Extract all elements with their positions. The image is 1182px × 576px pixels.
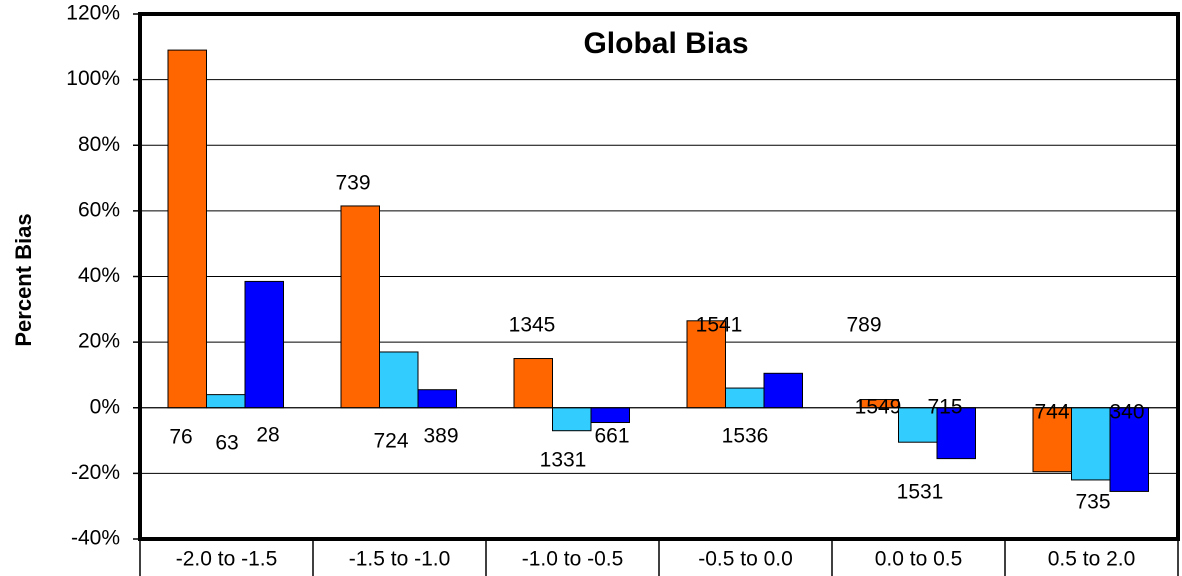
data-label: 1541 xyxy=(696,314,743,337)
y-tick-label: 120% xyxy=(66,2,120,25)
y-tick-label: -40% xyxy=(71,527,120,550)
data-label: 63 xyxy=(215,432,238,455)
bar xyxy=(244,280,284,409)
bar xyxy=(898,407,938,443)
bar xyxy=(513,358,553,409)
y-tick-label: 80% xyxy=(78,133,120,156)
y-tick-label: 20% xyxy=(78,330,120,353)
bar xyxy=(552,407,592,432)
bar xyxy=(686,320,726,409)
x-tick-label: -1.0 to -0.5 xyxy=(522,548,624,571)
data-label: 744 xyxy=(1034,401,1069,424)
x-tick-label: -0.5 to 0.0 xyxy=(698,548,793,571)
bar xyxy=(1071,407,1111,481)
data-label: 1531 xyxy=(897,481,944,504)
bar xyxy=(206,394,246,409)
data-label: 28 xyxy=(256,424,279,447)
data-label: 789 xyxy=(846,314,881,337)
x-tick-label: 0.0 to 0.5 xyxy=(875,548,963,571)
data-label: 724 xyxy=(373,430,408,453)
y-tick-label: 40% xyxy=(78,264,120,287)
data-label: 1331 xyxy=(540,449,587,472)
bar xyxy=(1032,407,1072,473)
y-tick-label: 100% xyxy=(66,67,120,90)
bar xyxy=(417,389,457,409)
bar xyxy=(725,387,765,409)
y-axis-label: Percent Bias xyxy=(11,213,36,346)
bar xyxy=(763,372,803,409)
data-label: 661 xyxy=(594,425,629,448)
data-label: 739 xyxy=(335,172,370,195)
bar xyxy=(340,205,380,409)
data-label: 76 xyxy=(169,426,192,449)
x-tick-label: 0.5 to 2.0 xyxy=(1048,548,1136,571)
data-label: 1345 xyxy=(509,314,556,337)
data-label: 1536 xyxy=(722,425,769,448)
x-tick-label: -1.5 to -1.0 xyxy=(349,548,451,571)
bar xyxy=(590,407,630,424)
data-label: 735 xyxy=(1075,491,1110,514)
bar xyxy=(379,351,419,409)
data-label: 1549 xyxy=(855,396,902,419)
y-tick-label: 0% xyxy=(90,395,120,418)
y-tick-label: 60% xyxy=(78,198,120,221)
data-label: 340 xyxy=(1109,401,1144,424)
data-label: 389 xyxy=(423,425,458,448)
data-label: 715 xyxy=(927,396,962,419)
x-tick-label: -2.0 to -1.5 xyxy=(176,548,278,571)
y-tick-label: -20% xyxy=(71,461,120,484)
bar xyxy=(167,49,207,409)
chart-title: Global Bias xyxy=(583,27,748,60)
